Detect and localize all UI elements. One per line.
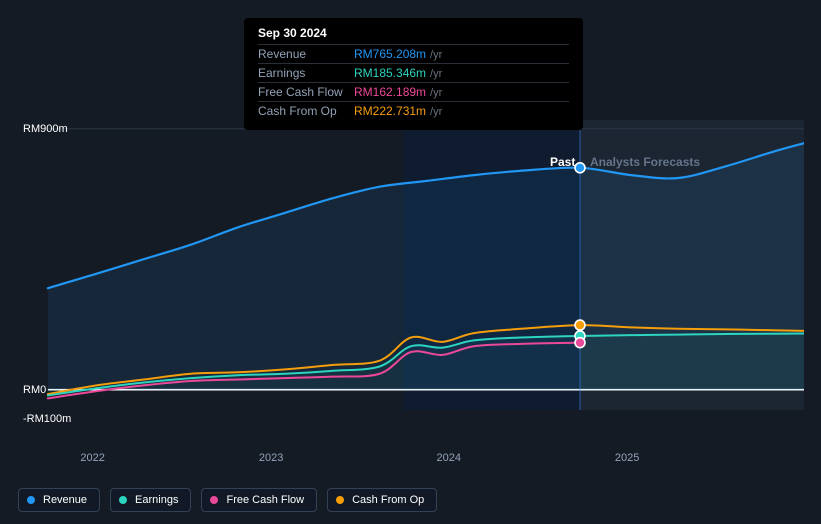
tooltip-value: RM185.346m <box>354 66 426 80</box>
x-axis-label: 2023 <box>259 452 283 464</box>
tooltip-key: Cash From Op <box>258 104 354 118</box>
tooltip-unit: /yr <box>430 68 442 80</box>
tooltip-row: Cash From OpRM222.731m/yr <box>258 101 569 120</box>
legend-item-revenue[interactable]: Revenue <box>18 488 100 512</box>
legend-dot-icon <box>119 496 127 504</box>
tooltip-row: EarningsRM185.346m/yr <box>258 63 569 82</box>
tooltip-key: Revenue <box>258 47 354 61</box>
tooltip-unit: /yr <box>430 106 442 118</box>
legend-item-fcf[interactable]: Free Cash Flow <box>201 488 317 512</box>
tooltip-row: RevenueRM765.208m/yr <box>258 44 569 63</box>
tooltip-value: RM222.731m <box>354 104 426 118</box>
tooltip-value: RM162.189m <box>354 85 426 99</box>
legend-dot-icon <box>210 496 218 504</box>
legend-label: Cash From Op <box>352 494 424 506</box>
tooltip-value: RM765.208m <box>354 47 426 61</box>
tooltip-date: Sep 30 2024 <box>258 26 569 44</box>
legend-label: Free Cash Flow <box>226 494 304 506</box>
legend-item-earnings[interactable]: Earnings <box>110 488 191 512</box>
tooltip-key: Free Cash Flow <box>258 85 354 99</box>
legend-label: Revenue <box>43 494 87 506</box>
y-axis-label: -RM100m <box>23 413 71 425</box>
legend-dot-icon <box>336 496 344 504</box>
tooltip-unit: /yr <box>430 87 442 99</box>
chart-tooltip: Sep 30 2024 RevenueRM765.208m/yrEarnings… <box>244 18 583 130</box>
tooltip-unit: /yr <box>430 49 442 61</box>
x-axis-label: 2022 <box>80 452 104 464</box>
tooltip-row: Free Cash FlowRM162.189m/yr <box>258 82 569 101</box>
legend-label: Earnings <box>135 494 178 506</box>
legend-item-cash_from_op[interactable]: Cash From Op <box>327 488 437 512</box>
past-label: Past <box>550 155 575 169</box>
y-axis-label: RM900m <box>23 123 68 135</box>
y-axis-label: RM0 <box>23 384 46 396</box>
legend-dot-icon <box>27 496 35 504</box>
forecast-label: Analysts Forecasts <box>590 155 700 169</box>
chart-legend: Revenue Earnings Free Cash Flow Cash From O… <box>18 488 437 512</box>
tooltip-key: Earnings <box>258 66 354 80</box>
x-axis-label: 2025 <box>615 452 639 464</box>
x-axis-label: 2024 <box>436 452 460 464</box>
